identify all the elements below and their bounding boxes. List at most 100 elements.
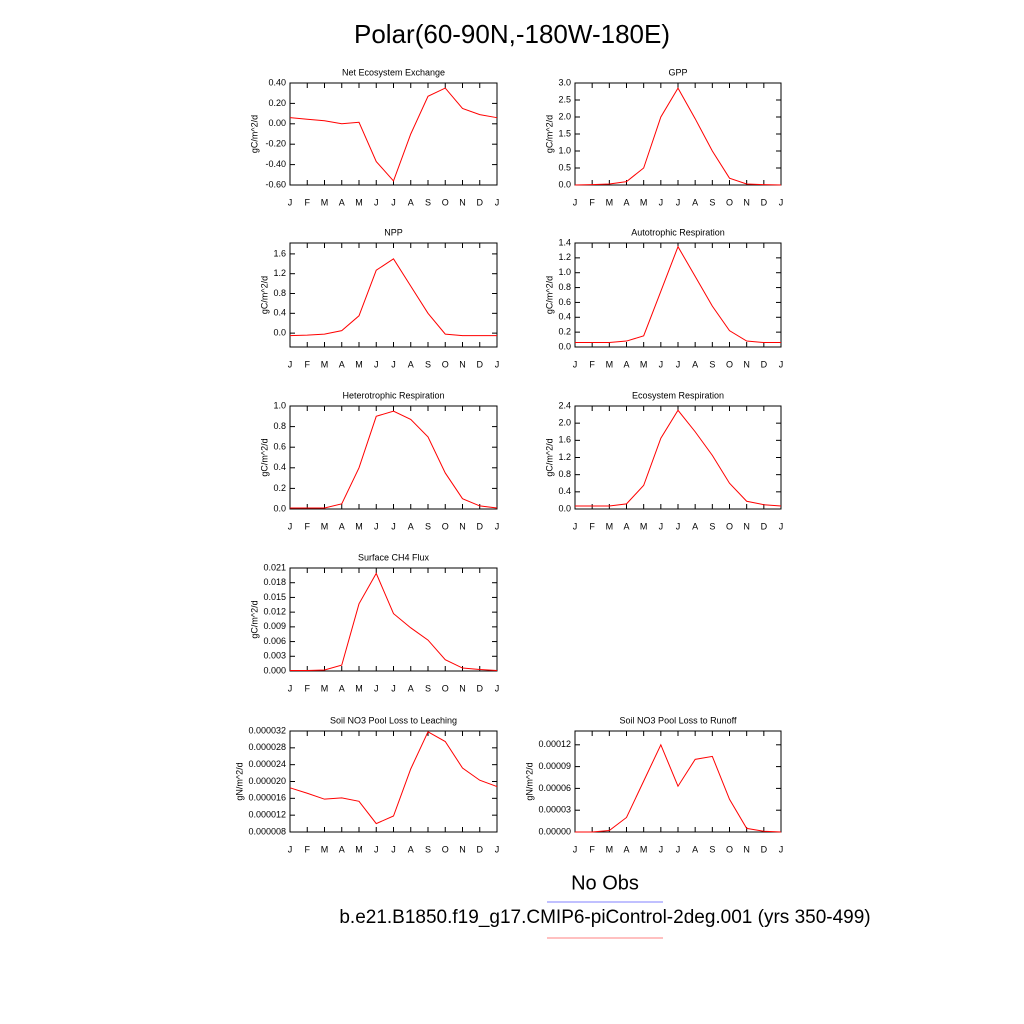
data-line [575,245,781,344]
x-tick-label: J [779,844,784,854]
x-tick-label: D [761,844,768,854]
x-tick-label: F [305,683,311,693]
y-tick-label: 0.0 [273,503,286,513]
y-tick-label: 2.0 [558,418,571,428]
data-line [289,87,498,182]
x-tick-label: J [779,359,784,369]
y-axis-label: gC/m^2/d [544,115,554,153]
data-line [289,258,497,337]
x-tick-label: J [676,844,681,854]
y-axis-label: gC/m^2/d [249,115,259,153]
plot-frame [289,567,498,672]
y-tick-label: 0.012 [263,607,286,617]
x-tick-label: J [573,521,578,531]
x-tick-label: O [442,844,449,854]
y-tick-label: 0.000028 [248,742,286,752]
y-axis-label: gC/m^2/d [259,438,269,476]
x-tick-label: F [589,359,595,369]
panel-title: NPP [384,227,403,237]
y-tick-label: 0.000024 [248,759,286,769]
x-tick-label: M [606,197,614,207]
y-tick-label: 0.00000 [538,826,571,836]
x-tick-label: J [374,683,379,693]
data-line [575,409,782,507]
x-tick-label: D [477,844,484,854]
panel-title: Soil NO3 Pool Loss to Leaching [330,715,457,725]
x-tick-label: M [606,521,614,531]
x-tick-label: D [477,359,484,369]
y-tick-label: 0.6 [558,297,571,307]
x-tick-label: J [659,197,664,207]
x-tick-label: M [355,521,363,531]
x-tick-label: M [355,683,363,693]
plot-frame [289,405,498,510]
x-tick-label: J [288,844,293,854]
y-tick-label: 0.018 [263,577,286,587]
x-tick-label: J [495,197,500,207]
panel-title: GPP [668,67,687,77]
y-tick-label: 0.2 [273,483,286,493]
plot-frame [574,242,782,348]
plot-frame [574,405,782,510]
y-tick-label: 2.0 [558,111,571,121]
x-tick-label: S [709,359,715,369]
x-tick-label: S [709,844,715,854]
x-tick-label: O [442,683,449,693]
x-tick-label: O [442,197,449,207]
y-tick-label: 0.20 [268,98,286,108]
x-tick-label: J [495,359,500,369]
x-tick-label: M [640,197,648,207]
y-tick-label: 0.000020 [248,776,286,786]
data-line [290,410,498,509]
x-tick-label: N [743,359,750,369]
x-tick-label: J [495,683,500,693]
x-tick-label: D [477,683,484,693]
x-tick-label: A [623,844,629,854]
x-tick-label: J [391,521,396,531]
x-tick-label: N [459,844,466,854]
data-line [289,731,498,825]
x-tick-label: S [425,844,431,854]
y-tick-label: 2.5 [558,94,571,104]
y-tick-label: 0.006 [263,636,286,646]
x-tick-label: A [408,197,414,207]
y-tick-label: 1.6 [558,435,571,445]
x-tick-label: S [709,197,715,207]
x-tick-label: M [640,359,648,369]
x-tick-label: F [305,197,311,207]
y-tick-label: 0.000016 [248,793,286,803]
x-tick-label: A [339,197,345,207]
y-axis-label: gC/m^2/d [249,600,259,638]
y-tick-label: 0.021 [263,562,286,572]
y-axis-label: gC/m^2/d [544,276,554,314]
x-tick-label: J [676,197,681,207]
x-tick-label: O [442,521,449,531]
y-tick-label: 1.0 [273,400,286,410]
x-tick-label: J [391,844,396,854]
x-tick-label: N [743,844,750,854]
y-tick-label: 0.4 [558,312,571,322]
y-tick-label: 0.8 [558,469,571,479]
x-tick-label: J [391,683,396,693]
page-title: Polar(60-90N,-180W-180E) [354,19,670,49]
x-tick-label: J [676,359,681,369]
panel-title: Autotrophic Respiration [631,227,725,237]
x-tick-label: J [374,521,379,531]
y-tick-label: 1.2 [558,252,571,262]
y-tick-label: -0.20 [265,139,286,149]
x-tick-label: M [355,197,363,207]
x-tick-label: J [288,197,293,207]
x-tick-label: J [779,521,784,531]
y-tick-label: 0.5 [558,162,571,172]
x-tick-label: O [726,197,733,207]
x-tick-label: J [659,844,664,854]
x-tick-label: J [374,197,379,207]
x-tick-label: M [640,844,648,854]
x-tick-label: S [425,197,431,207]
y-tick-label: 0.00006 [538,783,571,793]
y-tick-label: -0.40 [265,159,286,169]
x-tick-label: A [339,359,345,369]
x-tick-label: A [623,197,629,207]
x-tick-label: N [743,521,750,531]
x-tick-label: J [573,844,578,854]
